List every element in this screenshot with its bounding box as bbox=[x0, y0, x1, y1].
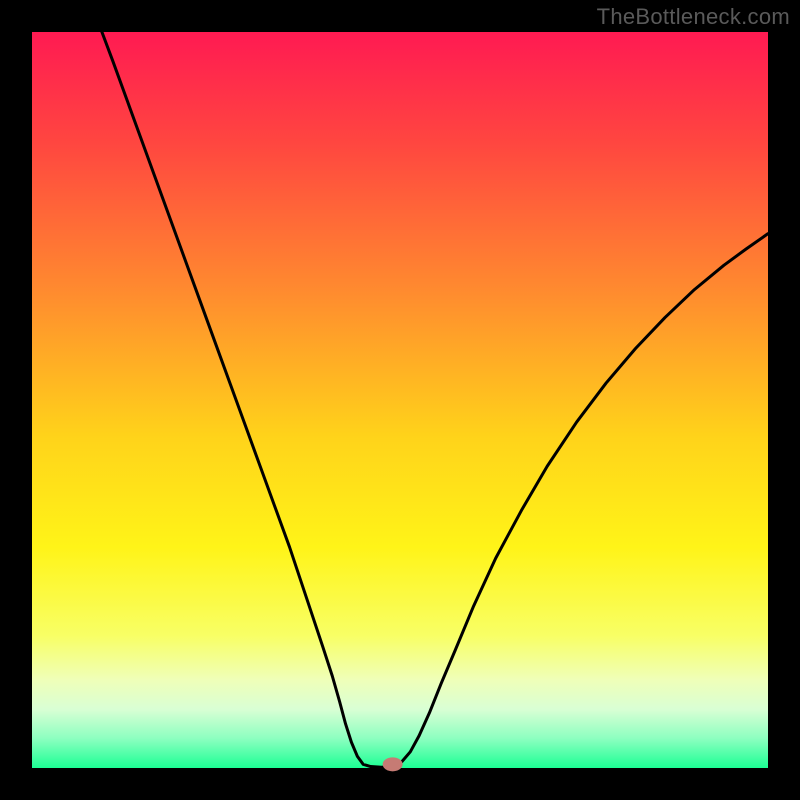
bottleneck-chart bbox=[0, 0, 800, 800]
figure-frame: TheBottleneck.com bbox=[0, 0, 800, 800]
optimum-marker bbox=[383, 757, 403, 771]
